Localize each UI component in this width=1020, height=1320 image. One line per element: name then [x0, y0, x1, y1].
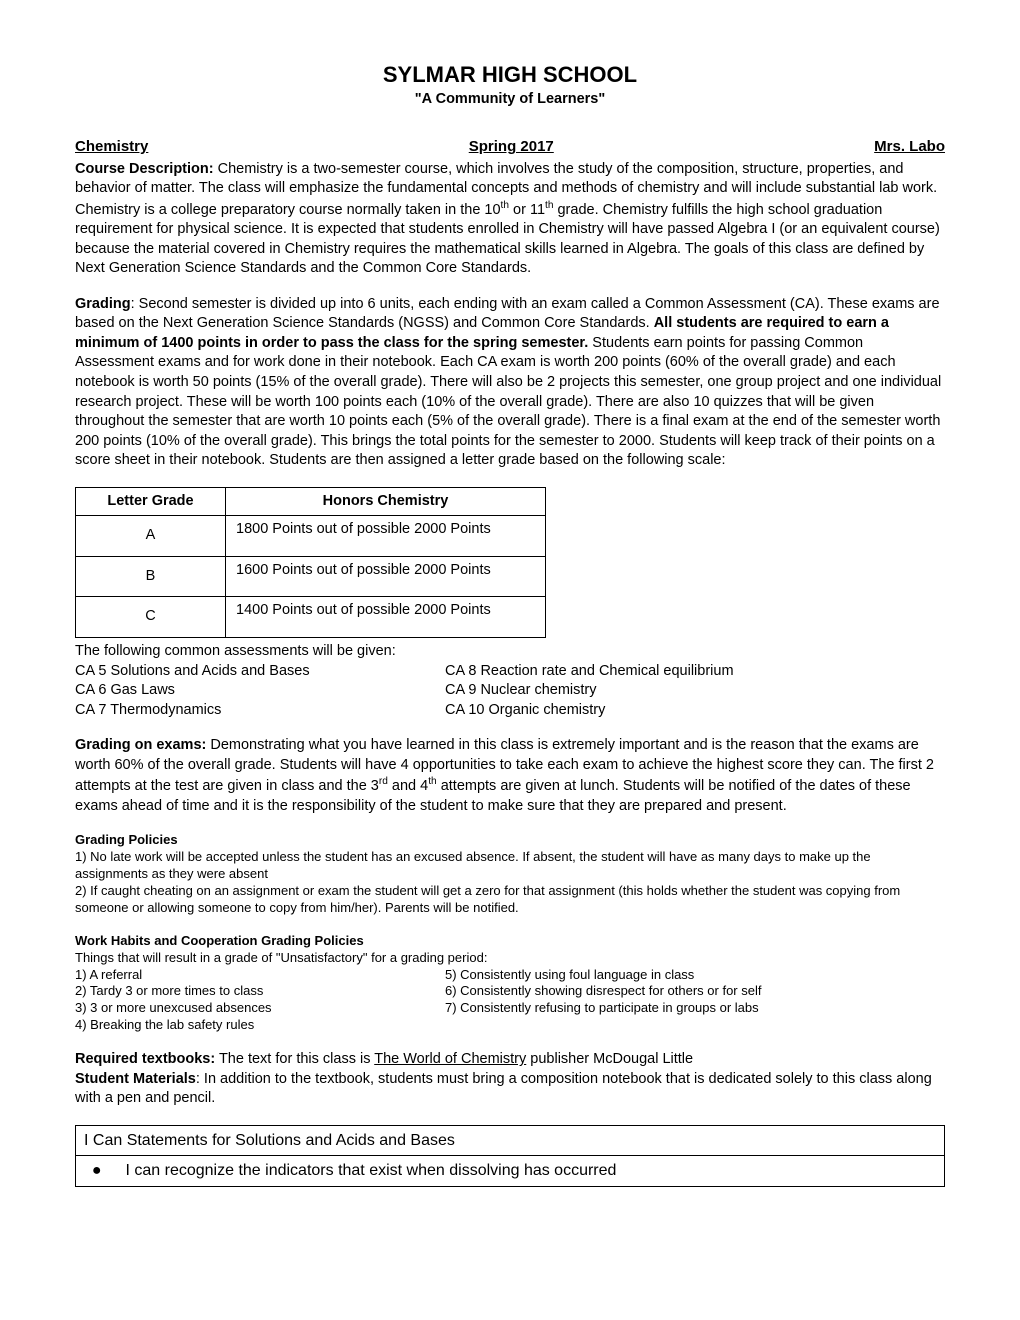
list-item: 4) Breaking the lab safety rules — [75, 1017, 445, 1034]
cd-mid: or 11 — [509, 201, 545, 217]
grading-policies-heading: Grading Policies — [75, 832, 945, 849]
ge-sup1: rd — [379, 776, 388, 787]
tb-t2: publisher McDougal Little — [526, 1051, 693, 1067]
assessments-intro: The following common assessments will be… — [75, 642, 945, 662]
list-item: 6) Consistently showing disrespect for o… — [445, 983, 945, 1000]
assessments-col2: CA 8 Reaction rate and Chemical equilibr… — [445, 662, 945, 721]
assessments-col1: CA 5 Solutions and Acids and Bases CA 6 … — [75, 662, 445, 721]
materials-text: : In addition to the textbook, students … — [75, 1071, 932, 1107]
subtitle: "A Community of Learners" — [75, 90, 945, 110]
list-item: CA 10 Organic chemistry — [445, 701, 945, 721]
school-title: SYLMAR HIGH SCHOOL — [75, 60, 945, 90]
list-item: CA 6 Gas Laws — [75, 681, 445, 701]
work-habits-heading: Work Habits and Cooperation Grading Poli… — [75, 933, 945, 950]
list-item: 3) 3 or more unexcused absences — [75, 1000, 445, 1017]
ican-statement: I can recognize the indicators that exis… — [118, 1156, 945, 1187]
ican-title: I Can Statements for Solutions and Acids… — [76, 1125, 945, 1156]
policy-item: 2) If caught cheating on an assignment o… — [75, 883, 945, 917]
teacher: Mrs. Labo — [874, 137, 945, 157]
work-habits: Work Habits and Cooperation Grading Poli… — [75, 933, 945, 1034]
list-item: CA 8 Reaction rate and Chemical equilibr… — [445, 662, 945, 682]
policy-item: 1) No late work will be accepted unless … — [75, 849, 945, 883]
assessments-columns: CA 5 Solutions and Acids and Bases CA 6 … — [75, 662, 945, 721]
grading-exams-label: Grading on exams: — [75, 737, 206, 753]
grade-letter: C — [76, 597, 226, 638]
grade-header-points: Honors Chemistry — [226, 487, 546, 516]
grade-table: Letter Grade Honors Chemistry A 1800 Poi… — [75, 487, 546, 638]
ge-mid: and 4 — [388, 778, 428, 794]
term: Spring 2017 — [469, 137, 554, 157]
list-item: CA 5 Solutions and Acids and Bases — [75, 662, 445, 682]
course-description: Course Description: Chemistry is a two-s… — [75, 160, 945, 279]
list-item: 7) Consistently refusing to participate … — [445, 1000, 945, 1017]
list-item: 5) Consistently using foul language in c… — [445, 967, 945, 984]
grade-header-letter: Letter Grade — [76, 487, 226, 516]
grade-points: 1600 Points out of possible 2000 Points — [226, 556, 546, 597]
list-item: CA 7 Thermodynamics — [75, 701, 445, 721]
work-habits-col1: 1) A referral 2) Tardy 3 or more times t… — [75, 967, 445, 1035]
grading-label: Grading — [75, 296, 131, 312]
textbooks-label: Required textbooks: — [75, 1051, 215, 1067]
bullet-icon: ● — [76, 1156, 118, 1187]
grading-policies: Grading Policies 1) No late work will be… — [75, 832, 945, 916]
grading-section: Grading: Second semester is divided up i… — [75, 295, 945, 471]
textbooks: Required textbooks: The text for this cl… — [75, 1050, 945, 1070]
materials-label: Student Materials — [75, 1071, 196, 1087]
cd-sup1: th — [501, 200, 509, 211]
ican-table: I Can Statements for Solutions and Acids… — [75, 1125, 945, 1187]
grade-points: 1400 Points out of possible 2000 Points — [226, 597, 546, 638]
list-item: 2) Tardy 3 or more times to class — [75, 983, 445, 1000]
header-row: Chemistry Spring 2017 Mrs. Labo — [75, 137, 945, 157]
list-item: CA 9 Nuclear chemistry — [445, 681, 945, 701]
grade-letter: B — [76, 556, 226, 597]
tb-t1: The text for this class is — [215, 1051, 374, 1067]
work-habits-intro: Things that will result in a grade of "U… — [75, 950, 945, 967]
work-habits-col2: 5) Consistently using foul language in c… — [445, 967, 945, 1035]
table-row: C 1400 Points out of possible 2000 Point… — [76, 597, 546, 638]
table-row: B 1600 Points out of possible 2000 Point… — [76, 556, 546, 597]
grade-letter: A — [76, 516, 226, 557]
course-description-label: Course Description: — [75, 161, 214, 177]
grade-points: 1800 Points out of possible 2000 Points — [226, 516, 546, 557]
grading-exams: Grading on exams: Demonstrating what you… — [75, 736, 945, 816]
grading-t2: Students earn points for passing Common … — [75, 335, 941, 468]
course-name: Chemistry — [75, 137, 148, 157]
ge-sup2: th — [428, 776, 436, 787]
table-row: A 1800 Points out of possible 2000 Point… — [76, 516, 546, 557]
tb-underline: The World of Chemistry — [374, 1051, 526, 1067]
materials: Student Materials: In addition to the te… — [75, 1070, 945, 1109]
list-item: 1) A referral — [75, 967, 445, 984]
